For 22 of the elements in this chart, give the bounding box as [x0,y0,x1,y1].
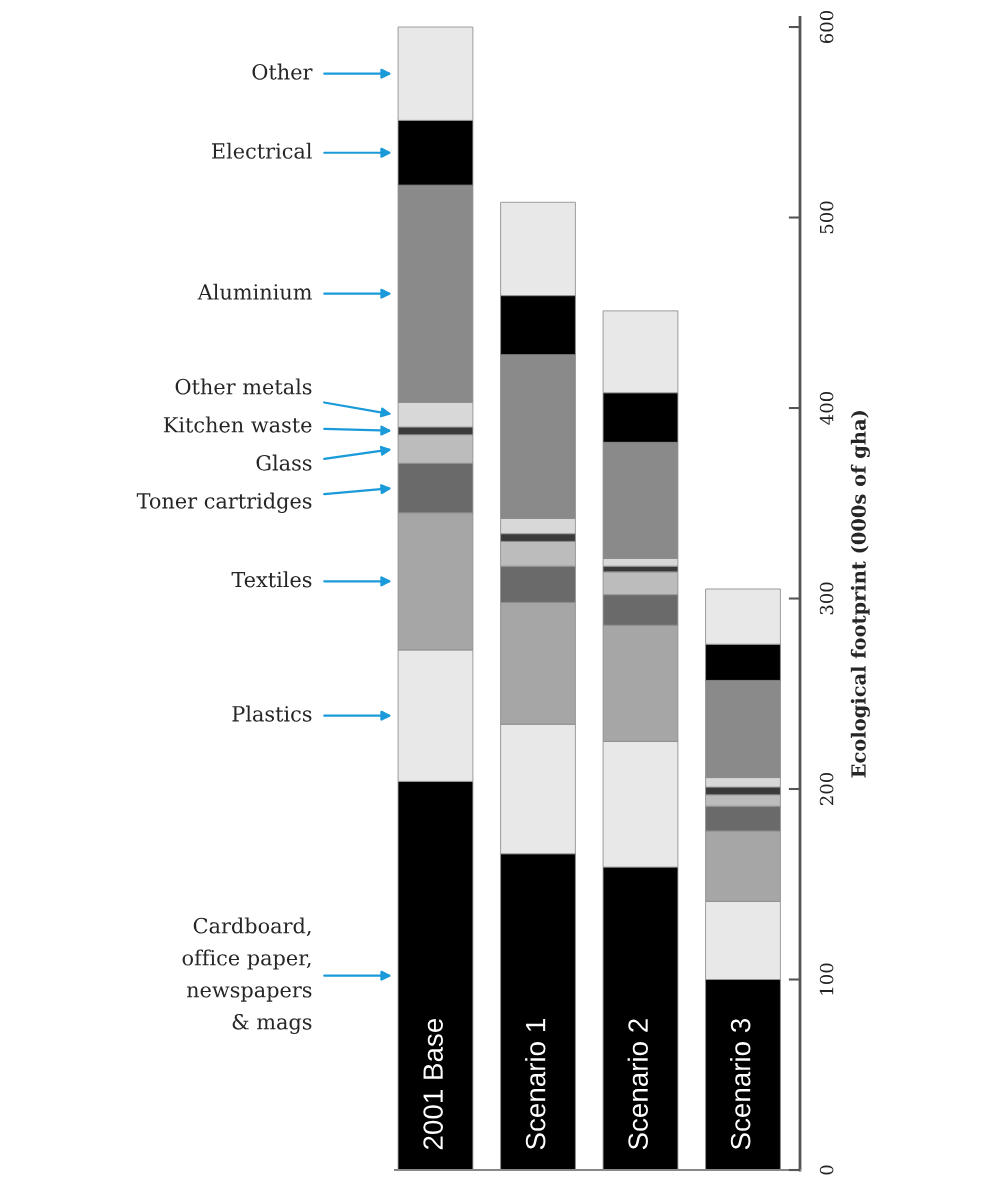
text: Kitchen waste [163,416,312,433]
text: Other metals [175,378,312,395]
x-tick-label: Scenario 2 [627,1019,648,1150]
y-tick-label: 400 [819,391,834,425]
text: Other [252,63,313,80]
y-tick-label: 100 [819,963,834,995]
y-tick-label: 300 [819,582,834,615]
y-tick-label: 0 [819,1165,834,1175]
text: Glass [256,454,312,471]
x-tick-label: 2001 Base [423,1018,443,1150]
x-tick-label: Scenario 1 [525,1019,546,1150]
x-tick-label: Scenario 3 [730,1018,751,1150]
text: Textiles [231,571,312,588]
y-tick-label: 600 [819,10,834,44]
text: Toner cartridges [136,492,312,514]
text: Aluminium [197,283,312,300]
y-tick-label: 500 [819,201,834,234]
text: Plastics [232,705,312,722]
text: Electrical [212,142,312,159]
y-tick-label: 200 [819,772,834,806]
y-axis-title: Ecological footprint (000s of gha) [850,411,870,778]
text: Cardboard, office paper, newspapers & mags [182,917,312,1034]
